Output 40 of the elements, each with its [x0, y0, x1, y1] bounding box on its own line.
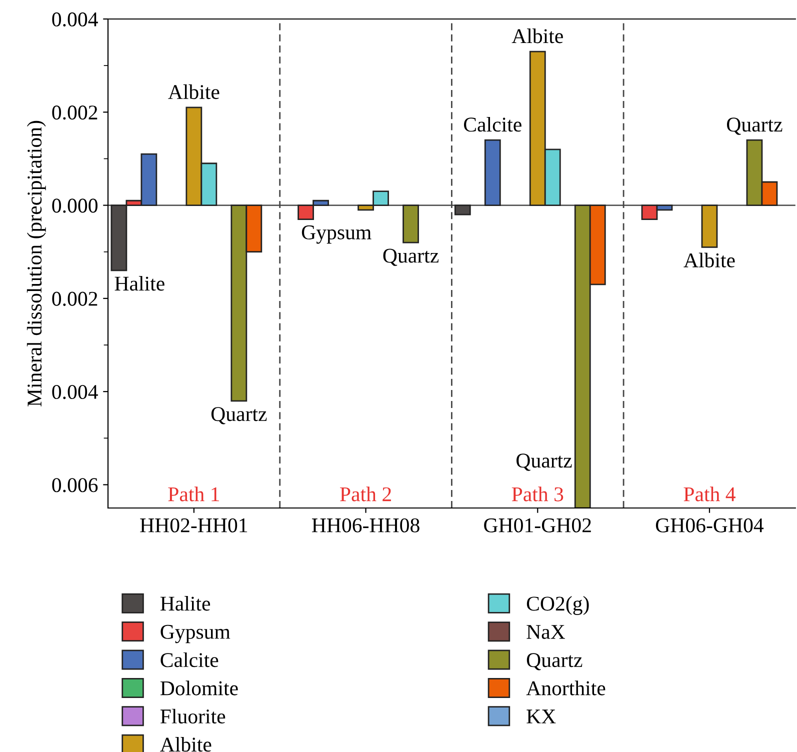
annotation: Gypsum	[302, 225, 372, 244]
legend-label: Quartz	[526, 653, 582, 670]
bar	[484, 139, 501, 206]
annotation: Path 3	[512, 486, 564, 502]
bar	[402, 204, 419, 244]
legend-label: Calcite	[160, 652, 218, 668]
y-axis-title: Mineral dissolution (precipitation)	[26, 120, 46, 406]
y-tick-label: 0.002	[52, 106, 98, 120]
annotation: Albite	[168, 84, 220, 100]
y-tick-label: 0.006	[52, 478, 98, 492]
annotation: Quartz	[726, 118, 782, 135]
annotation: Path 1	[168, 486, 220, 502]
bar	[454, 204, 471, 216]
x-tick-label: HH06-HH08	[312, 518, 420, 532]
y-tick-label: 0.004	[52, 384, 98, 400]
legend-label: NaX	[526, 625, 566, 639]
legend-label: KX	[526, 710, 556, 724]
y-tick-label: 0.000	[52, 198, 98, 213]
legend-label: Halite	[160, 596, 210, 611]
x-tick-label: GH01-GH02	[484, 518, 591, 532]
annotation: Calcite	[464, 117, 522, 132]
bar	[701, 204, 718, 248]
annotation: Quartz	[211, 407, 267, 424]
legend-label: Fluorite	[160, 708, 226, 724]
annotation: Albite	[684, 252, 735, 268]
annotation: Quartz	[383, 248, 439, 266]
y-tick-label: 0.002	[52, 292, 98, 306]
y-tick-label: 0.004	[52, 12, 98, 27]
annotation: Halite	[114, 276, 164, 291]
legend-label: Anorthite	[526, 680, 606, 696]
annotation: Path 4	[684, 486, 736, 502]
legend-label: Gypsum	[160, 624, 230, 644]
x-tick-label: GH06-GH04	[656, 518, 764, 532]
annotation: Quartz	[516, 454, 572, 471]
legend-label: Dolomite	[160, 680, 238, 696]
annotation: Path 2	[340, 486, 391, 502]
annotation: Albite	[512, 28, 563, 44]
legend-label: CO2(g)	[526, 596, 589, 615]
legend-label: Albite	[160, 737, 212, 752]
x-tick-label: HH02-HH01	[140, 518, 248, 532]
